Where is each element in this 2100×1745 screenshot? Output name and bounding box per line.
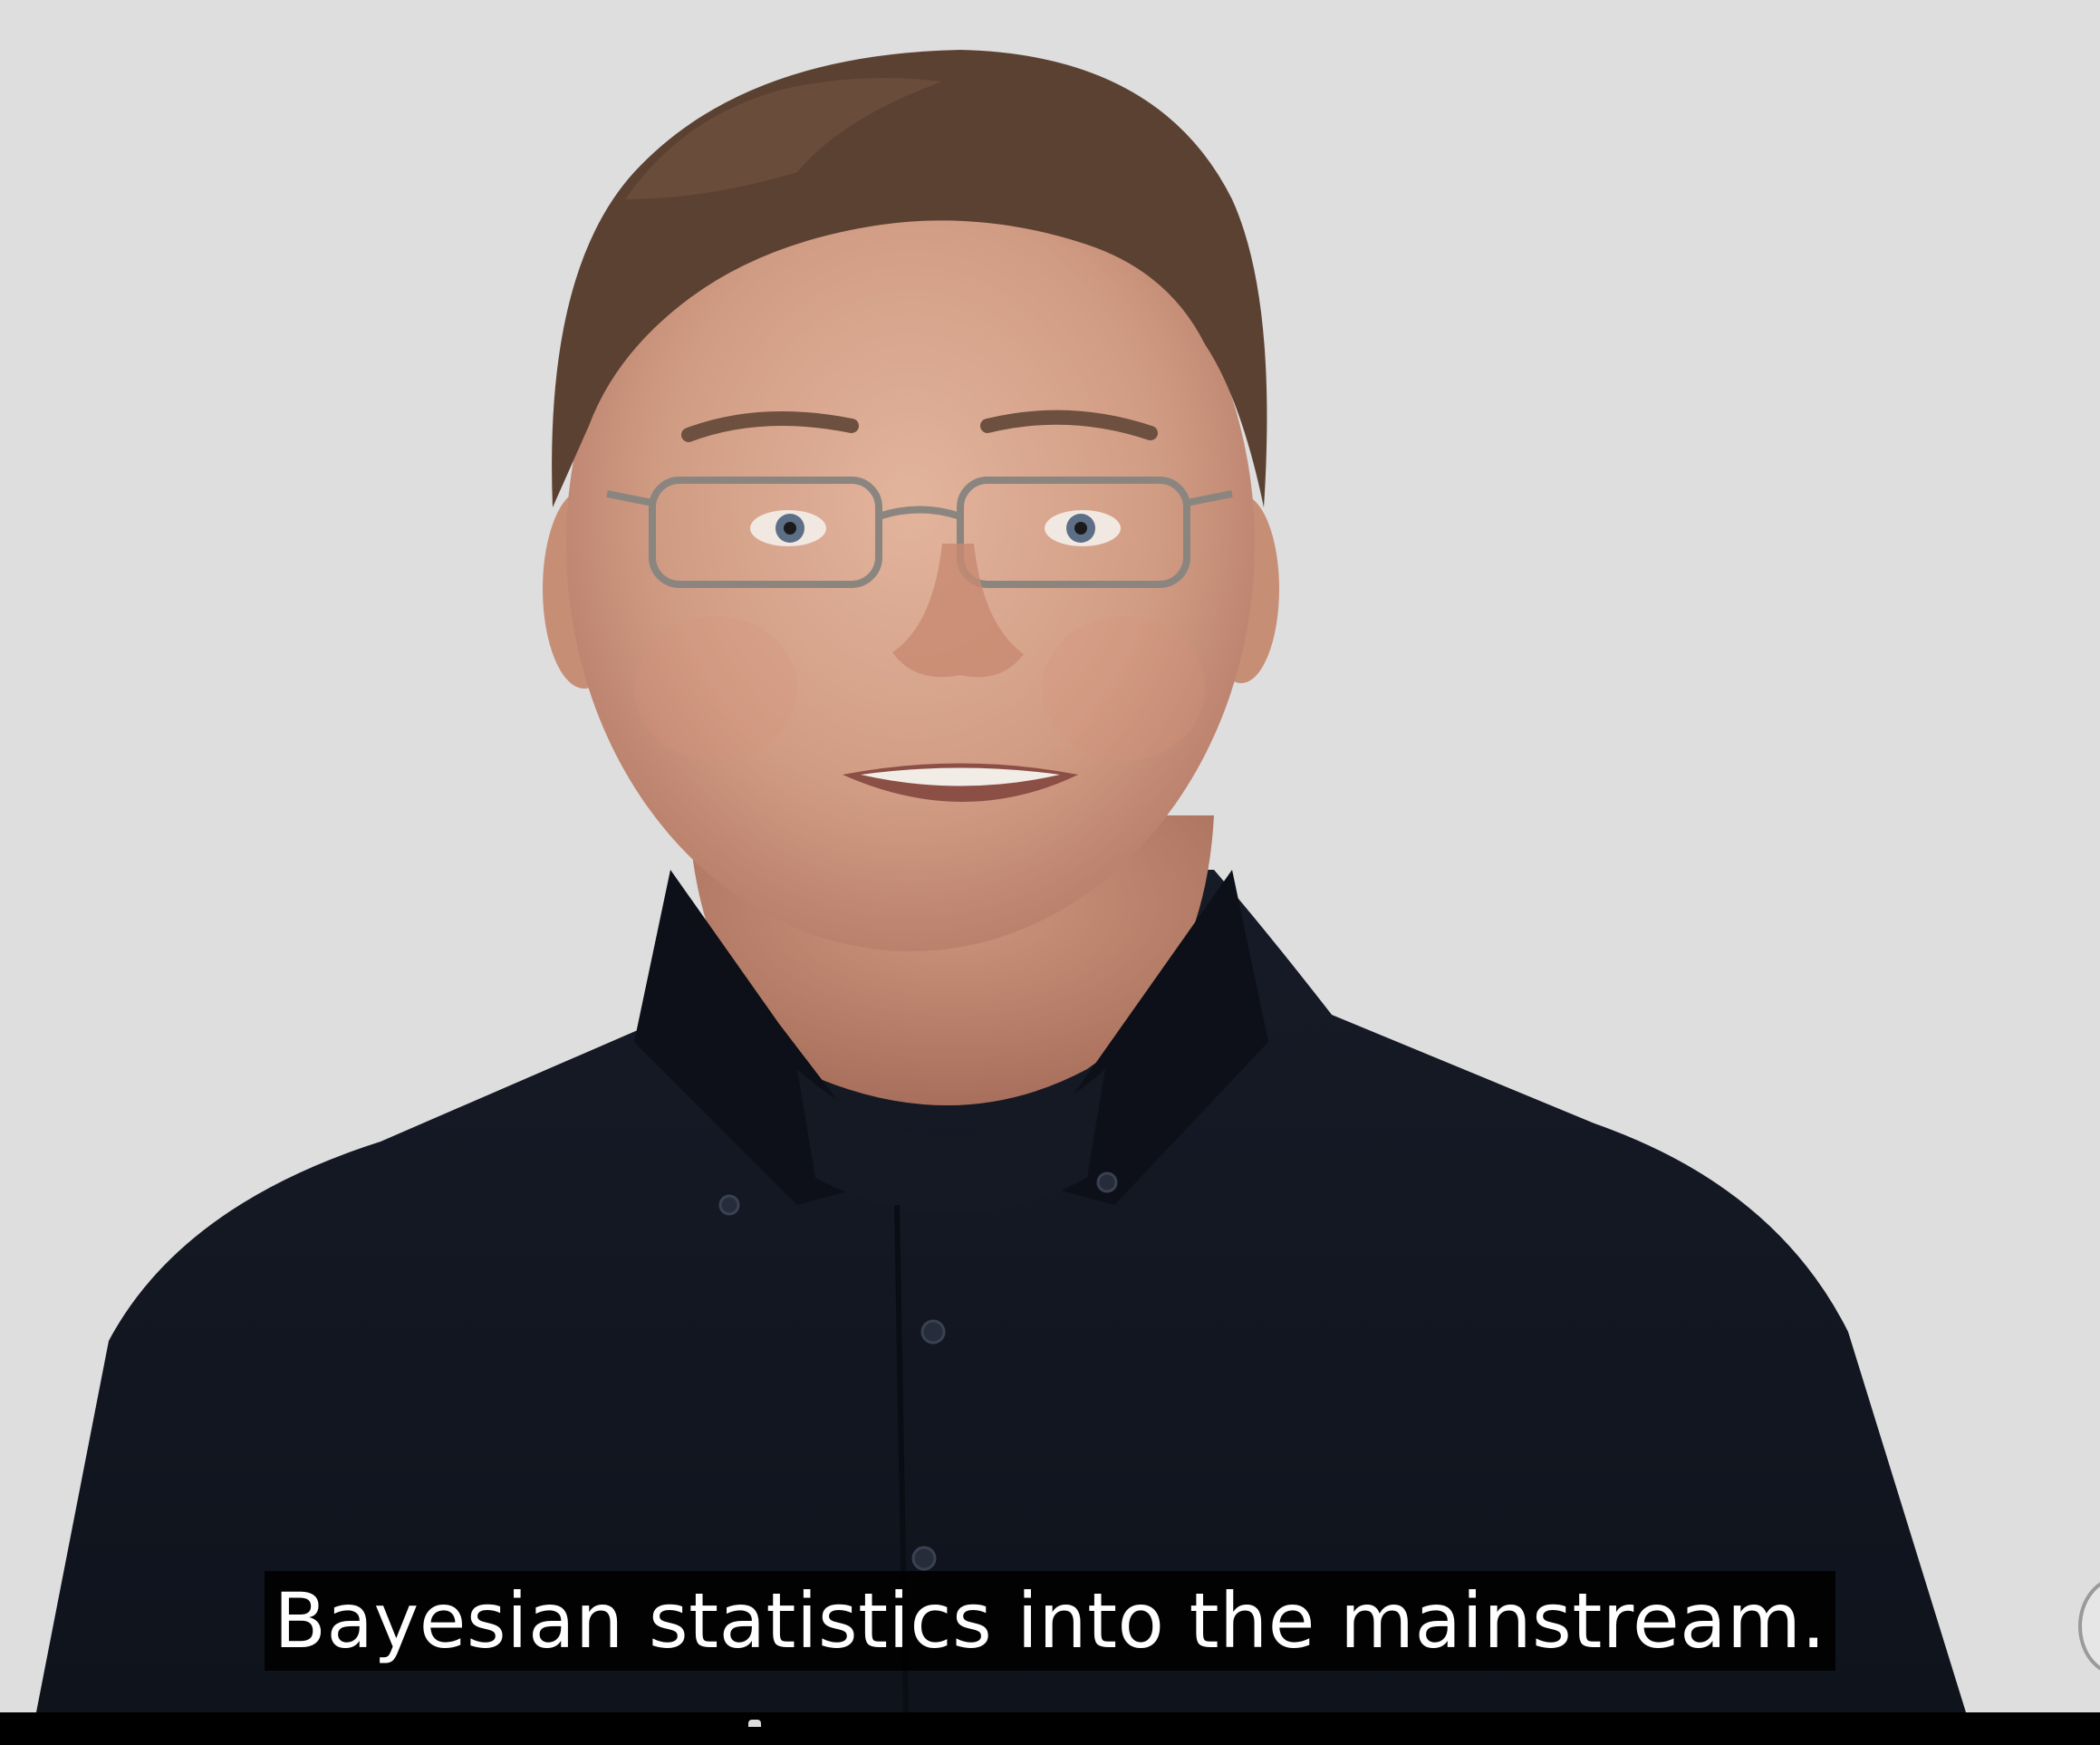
face [566,136,1255,951]
eyebrow-right [980,410,1158,440]
caption-container: Bayesian statistics into the mainstream. [0,1571,2100,1671]
player-bottom-bar [0,1712,2100,1745]
shirt-button [920,1319,946,1345]
nose [892,544,1024,678]
shirt-button [911,1546,937,1571]
shirt [36,870,1966,1712]
progress-indicator[interactable] [748,1720,761,1727]
glasses [606,477,1233,588]
caption-text: Bayesian statistics into the mainstream. [265,1571,1835,1671]
eyebrow-left [681,411,859,442]
